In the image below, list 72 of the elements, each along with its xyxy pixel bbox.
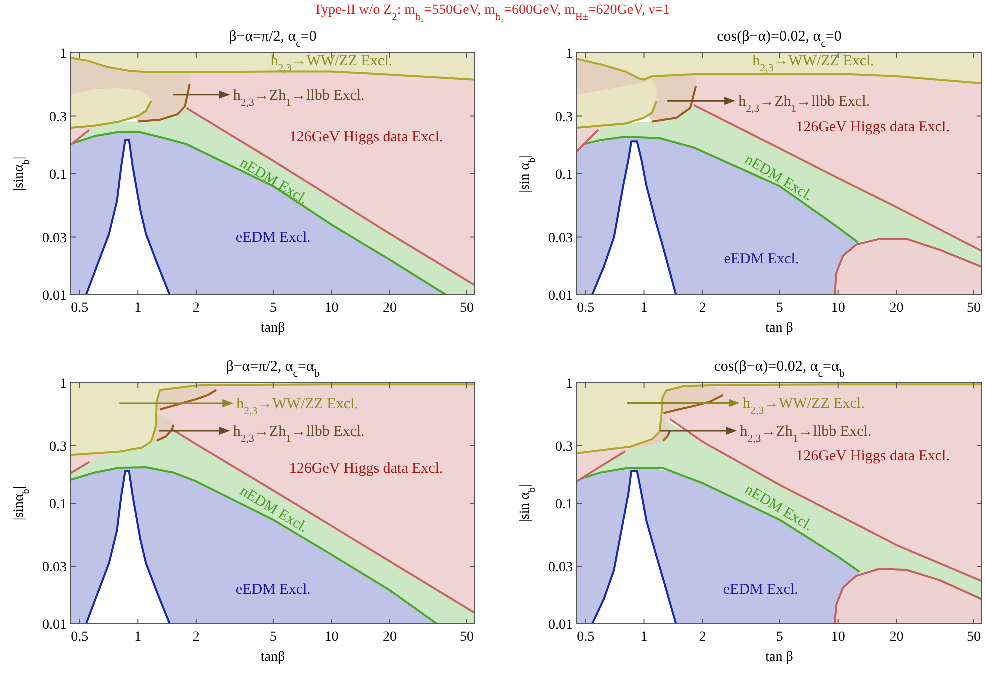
y-tick-label: 0.01 — [548, 289, 573, 304]
x-tick-label: 2 — [192, 630, 200, 645]
y-tick-label: 0.1 — [556, 168, 573, 183]
x-tick-label: 1 — [134, 301, 142, 316]
x-tick-label: 20 — [890, 630, 904, 645]
y-tick-label: 0.03 — [42, 231, 67, 246]
y-tick-label: 0.1 — [50, 168, 67, 183]
x-tick-label: 5 — [270, 630, 277, 645]
x-tick-label: 1 — [640, 301, 648, 316]
annotation: h$_{2,3}$→WW/ZZ Excl. — [752, 54, 874, 75]
y-tick-label: 0.3 — [50, 110, 67, 126]
annotation: eEDM Excl. — [724, 252, 800, 268]
y-tick-label: 1 — [60, 47, 67, 62]
y-tick-label: 0.01 — [42, 618, 67, 633]
x-tick-label: 20 — [890, 301, 904, 316]
x-tick-label: 10 — [324, 630, 339, 645]
y-tick-label: 1 — [566, 47, 573, 62]
x-tick-label: 50 — [966, 301, 981, 316]
x-tick-label: 50 — [460, 630, 474, 645]
annotation: h$_{2,3}$→Zh$_{1}$→llbb Excl. — [740, 424, 872, 445]
annotation: eEDM Excl. — [723, 582, 798, 598]
y-tick-label: 0.3 — [556, 110, 573, 126]
annotation: h$_{2,3}$→Zh$_{1}$→llbb Excl. — [738, 94, 870, 116]
x-axis-title: tanβ — [260, 321, 286, 336]
annotation: h$_{2,3}$→WW/ZZ Excl. — [743, 396, 865, 418]
x-tick-label: 2 — [699, 301, 706, 316]
x-tick-label: 0.5 — [71, 301, 89, 316]
x-tick-label: 20 — [382, 630, 397, 645]
y-tick-label: 0.3 — [50, 440, 67, 456]
y-tick-label: 0.01 — [548, 618, 573, 633]
chart-title: β−α=π/2, α$_{c}$=0 — [229, 29, 317, 50]
y-tick-label: 0.03 — [42, 560, 67, 576]
x-tick-label: 2 — [192, 301, 200, 316]
x-axis-title: tan β — [766, 650, 794, 665]
x-tick-label: 50 — [460, 301, 474, 316]
x-tick-label: 5 — [776, 630, 784, 645]
y-tick-label: 1 — [566, 377, 573, 392]
annotation: eEDM Excl. — [236, 582, 311, 598]
chart-title: cos(β−α)=0.02, α$_{c}$=0 — [717, 29, 842, 50]
annotation: h$_{2,3}$→Zh$_{1}$→llbb Excl. — [233, 88, 365, 109]
y-tick-label: 0.01 — [42, 289, 67, 304]
x-axis-title: tanβ — [260, 650, 286, 665]
x-tick-label: 10 — [831, 301, 846, 316]
x-tick-label: 10 — [831, 630, 846, 645]
x-tick-label: 10 — [324, 301, 339, 316]
text: Type-II w/o Z$_{2}$: m$_{h₂}$=550GeV, m$_{h₃}$=600GeV, m$_{H±}$=620GeV, ν=1 — [314, 3, 670, 22]
annotation: h$_{2,3}$→Zh$_{1}$→llbb Excl. — [233, 424, 365, 445]
annotation: 126GeV Higgs data Excl. — [796, 120, 950, 136]
annotation: h$_{2,3}$→WW/ZZ Excl. — [236, 396, 358, 418]
y-tick-label: 0.1 — [556, 498, 573, 512]
y-tick-label: 0.3 — [556, 440, 573, 456]
x-tick-label: 5 — [270, 301, 277, 316]
x-tick-label: 20 — [382, 301, 397, 316]
x-axis-title: tan β — [766, 321, 794, 336]
x-tick-label: 1 — [640, 630, 648, 645]
x-tick-label: 2 — [699, 630, 706, 645]
annotation: 126GeV Higgs data Excl. — [796, 448, 950, 464]
x-tick-label: 0.5 — [577, 630, 595, 645]
chart-title: β−α=π/2, α$_{c}$=α$_{b}$ — [226, 359, 320, 380]
annotation: 126GeV Higgs data Excl. — [289, 460, 444, 477]
x-tick-label: 50 — [966, 630, 981, 645]
y-tick-label: 0.03 — [548, 231, 573, 246]
x-tick-label: 0.5 — [577, 301, 595, 316]
y-tick-label: 1 — [60, 377, 67, 392]
annotation: eEDM Excl. — [236, 230, 311, 246]
y-tick-label: 0.1 — [50, 498, 67, 512]
x-tick-label: 1 — [134, 630, 142, 645]
x-tick-label: 5 — [776, 301, 784, 316]
annotation: 126GeV Higgs data Excl. — [289, 129, 444, 146]
chart-title: cos(β−α)=0.02, α$_{c}$=α$_{b}$ — [714, 359, 845, 380]
y-tick-label: 0.03 — [548, 560, 573, 576]
x-tick-label: 0.5 — [71, 630, 89, 645]
